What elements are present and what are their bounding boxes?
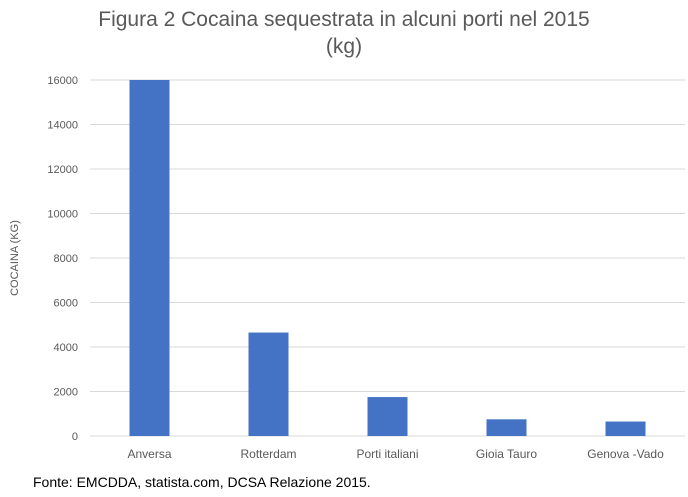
- y-tick-label: 12000: [47, 164, 78, 176]
- bar: [129, 80, 170, 436]
- x-category-label: Rotterdam: [240, 447, 296, 461]
- bar-chart: 0 2000 4000 6000 8000 10000 12000 14000 16000 An…: [9, 75, 685, 461]
- x-category-label: Gioia Tauro: [476, 447, 537, 461]
- y-tick-label: 6000: [54, 298, 78, 310]
- bar: [248, 332, 289, 436]
- gridlines: [90, 79, 685, 437]
- y-tick-label: 8000: [54, 253, 78, 265]
- y-axis-title: COCAINA (KG): [9, 220, 21, 296]
- x-category-label: Anversa: [127, 447, 171, 461]
- y-axis-tick-labels: 0 2000 4000 6000 8000 10000 12000 14000 16000: [47, 75, 78, 443]
- bars: [129, 80, 646, 436]
- bar: [367, 397, 408, 436]
- chart-title-line-2: (kg): [325, 35, 363, 58]
- source-note: Fonte: EMCDDA, statista.com, DCSA Relazi…: [33, 474, 371, 490]
- y-tick-label: 14000: [47, 120, 78, 132]
- y-tick-label: 10000: [47, 209, 78, 221]
- chart-title: Figura 2 Cocaina sequestrata in alcuni p…: [0, 6, 688, 60]
- bar: [486, 419, 527, 436]
- bar: [605, 421, 646, 436]
- y-tick-label: 4000: [54, 342, 78, 354]
- y-tick-label: 0: [72, 431, 78, 443]
- y-tick-label: 2000: [54, 387, 78, 399]
- chart-title-line-1: Figura 2 Cocaina sequestrata in alcuni p…: [98, 8, 590, 31]
- x-category-label: Porti italiani: [356, 447, 418, 461]
- y-tick-label: 16000: [47, 75, 78, 87]
- x-axis-category-labels: Anversa Rotterdam Porti italiani Gioia Taur…: [127, 447, 664, 461]
- x-category-label: Genova -Vado: [587, 447, 664, 461]
